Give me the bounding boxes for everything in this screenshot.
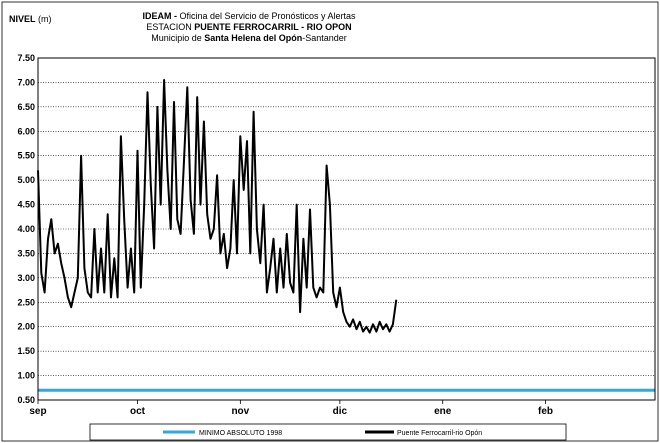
y-tick-label: 5.00 (17, 175, 35, 185)
x-tick-label: feb (538, 406, 553, 417)
series-layer (37, 79, 655, 392)
y-tick-label: 3.00 (17, 273, 35, 283)
y-tick-label: 4.50 (17, 200, 35, 210)
y-tick-label: 1.00 (17, 371, 35, 381)
y-tick-label: 6.50 (17, 102, 35, 112)
y-tick-label: 0.50 (17, 395, 35, 405)
legend: MINIMO ABSOLUTO 1998 Puente Ferrocarril-… (89, 423, 567, 441)
legend-box (89, 423, 567, 441)
y-tick-label: 7.50 (17, 53, 35, 63)
y-tick-label: 6.00 (17, 126, 35, 136)
y-axis-ticks: 7.50 7.00 6.50 6.00 5.50 5.00 4.50 4.00 3.50 3.00… (17, 53, 35, 405)
legend-label-puente: Puente Ferrocarril-rio Opón (397, 430, 482, 437)
title-line-3: Municipio de Santa Helena del Opón-Santa… (151, 33, 347, 43)
y-tick-label: 5.50 (17, 151, 35, 161)
x-axis-ticks: sep oct nov dic ene feb (29, 400, 553, 417)
y-tick-label: 4.00 (17, 224, 35, 234)
x-tick-label: ene (434, 406, 452, 417)
title-line-2: ESTACION PUENTE FERROCARRIL - RIO OPON (146, 22, 351, 32)
x-tick-label: oct (130, 406, 146, 417)
plot-area-border (37, 57, 656, 401)
y-tick-label: 7.00 (17, 77, 35, 87)
x-tick-label: dic (333, 406, 348, 417)
series-puente-ferrocarril-line (37, 79, 398, 334)
legend-label-minimo: MINIMO ABSOLUTO 1998 (199, 430, 282, 437)
title-line-1: IDEAM - Oficina del Servicio de Pronósti… (142, 11, 356, 21)
y-tick-label: 2.00 (17, 322, 35, 332)
x-tick-label: sep (29, 406, 46, 417)
y-tick-label: 1.50 (17, 346, 35, 356)
y-tick-label: 3.50 (17, 248, 35, 258)
x-tick-label: nov (231, 406, 249, 417)
y-tick-label: 2.50 (17, 297, 35, 307)
y-axis-title: NIVEL (m) (9, 14, 52, 24)
